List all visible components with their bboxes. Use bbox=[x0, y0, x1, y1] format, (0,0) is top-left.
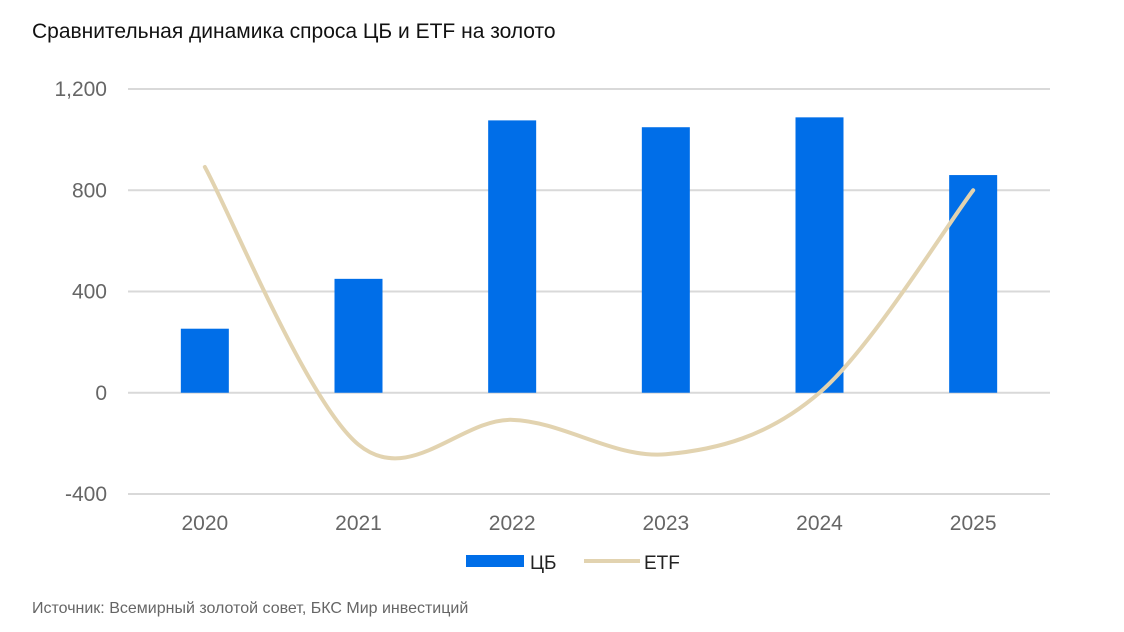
bar-cb bbox=[488, 120, 537, 393]
legend-label-cb: ЦБ bbox=[530, 553, 557, 574]
legend-label-etf: ETF bbox=[644, 553, 680, 574]
x-tick-label: 2022 bbox=[489, 512, 536, 535]
y-tick-label: 0 bbox=[95, 382, 107, 405]
chart-source: Источник: Всемирный золотой совет, БКС М… bbox=[32, 600, 469, 617]
legend-swatch-cb bbox=[466, 555, 524, 567]
x-tick-label: 2024 bbox=[796, 512, 843, 535]
y-tick-label: 400 bbox=[72, 281, 107, 304]
bar-cb bbox=[641, 127, 690, 393]
bar-cb bbox=[795, 117, 844, 393]
y-tick-label: 1,200 bbox=[54, 78, 107, 101]
line-etf bbox=[202, 164, 976, 461]
x-tick-label: 2021 bbox=[335, 512, 382, 535]
bar-cb bbox=[180, 328, 229, 393]
y-tick-label: 800 bbox=[72, 179, 107, 202]
bar-cb bbox=[334, 278, 383, 393]
x-tick-label: 2025 bbox=[950, 512, 997, 535]
y-tick-label: -400 bbox=[65, 483, 107, 506]
chart-title: Сравнительная динамика спроса ЦБ и ETF н… bbox=[32, 20, 556, 43]
bar-cb bbox=[949, 175, 998, 393]
x-tick-label: 2023 bbox=[642, 512, 689, 535]
x-tick-label: 2020 bbox=[181, 512, 228, 535]
